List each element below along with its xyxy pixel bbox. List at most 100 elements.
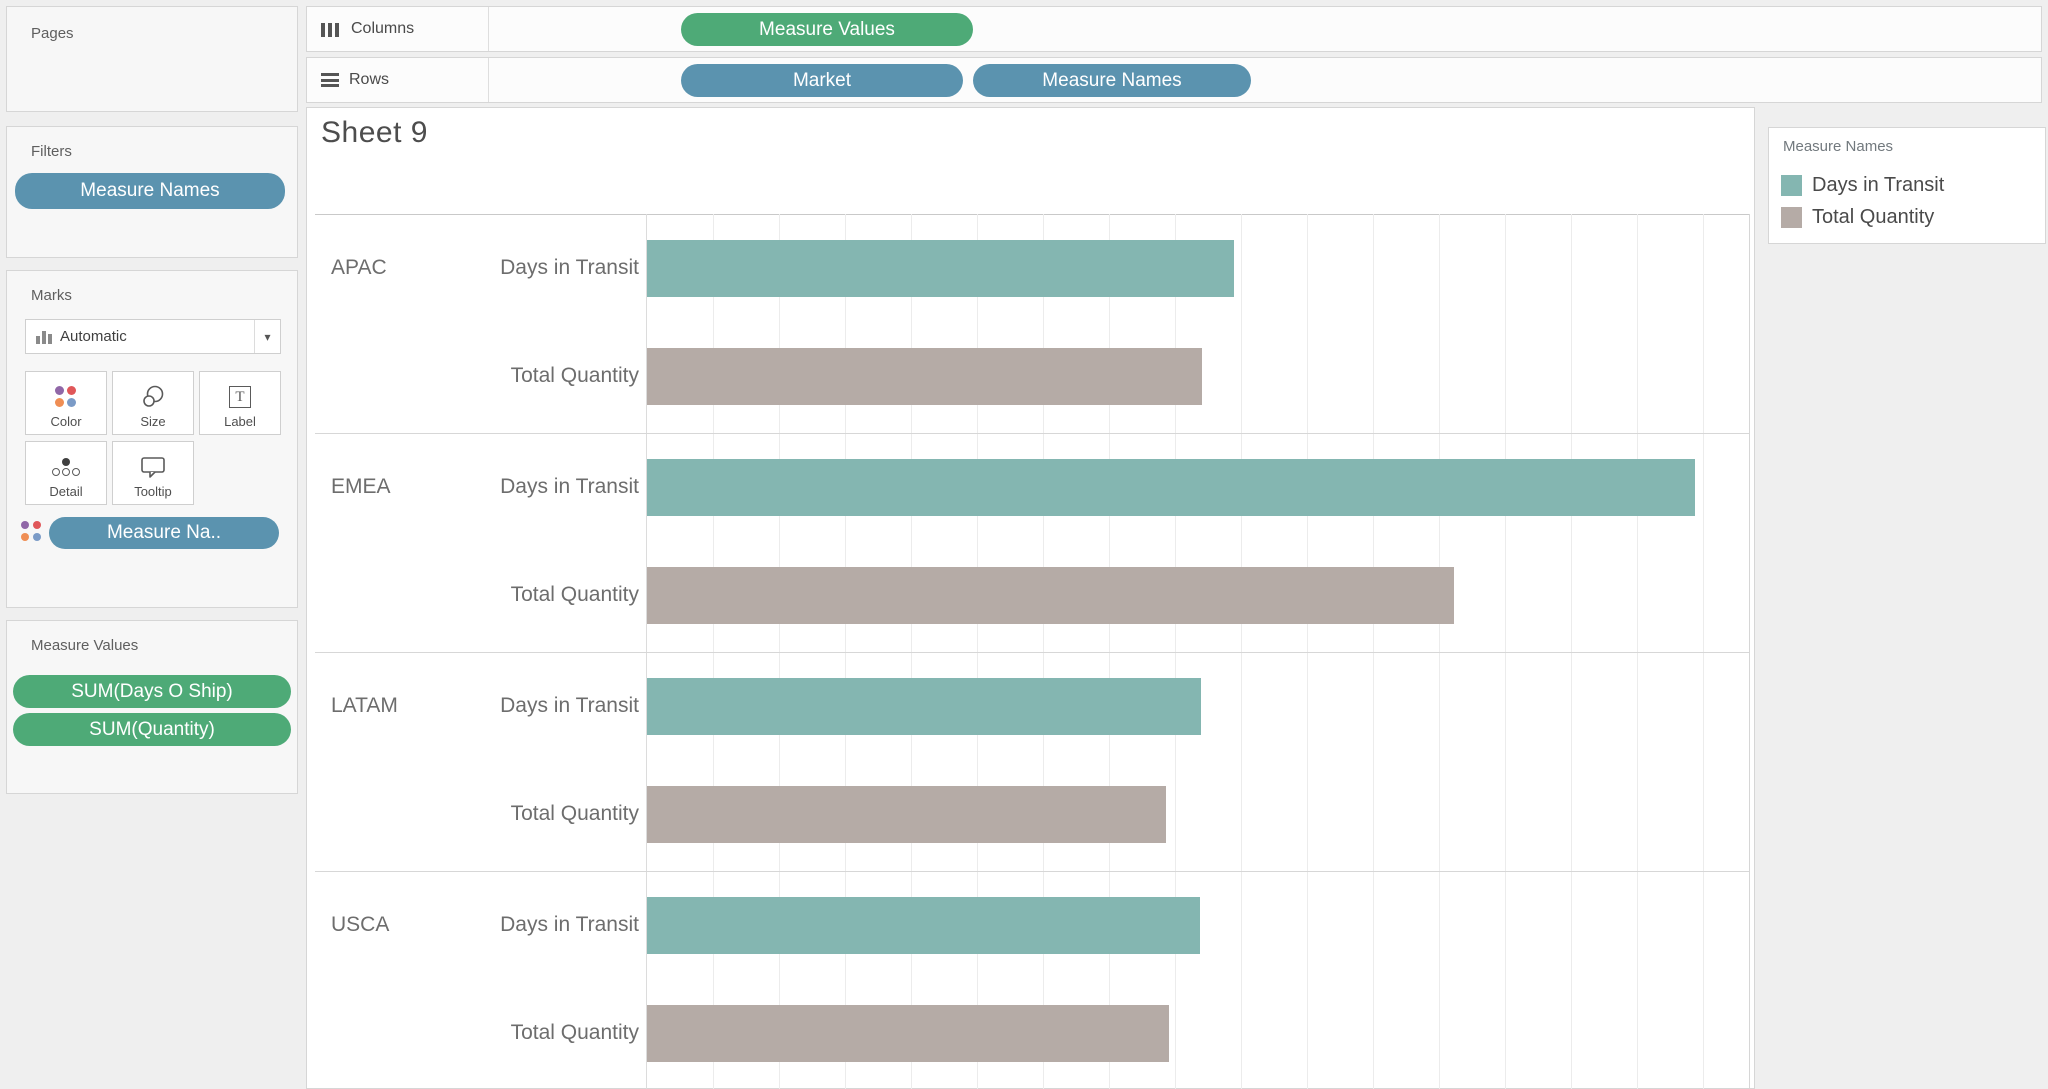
rows-pill-0[interactable]: Market — [681, 64, 963, 97]
sheet-title: Sheet 9 — [321, 116, 428, 149]
gridline — [845, 214, 846, 1089]
tooltip-button[interactable]: Tooltip — [112, 441, 194, 505]
columns-shelf-label: Columns — [351, 20, 415, 37]
bar-emea-days-in-transit[interactable] — [647, 459, 1695, 516]
tooltip-bubble-icon — [140, 453, 166, 481]
bar-latam-days-in-transit[interactable] — [647, 678, 1201, 735]
rows-pill-1-label: Measure Names — [1042, 69, 1182, 91]
measure-values-pill-0[interactable]: SUM(Days O Ship) — [13, 675, 291, 708]
marks-title: Marks — [31, 287, 72, 304]
gridline — [1043, 214, 1044, 1089]
marks-card: Marks Automatic ▾ Color Size T Label — [6, 270, 298, 608]
gridline — [779, 214, 780, 1089]
rows-pill-1[interactable]: Measure Names — [973, 64, 1251, 97]
size-button-label: Size — [140, 414, 166, 429]
color-button[interactable]: Color — [25, 371, 107, 435]
row-header-measure[interactable]: Total Quantity — [510, 583, 639, 606]
row-band-separator — [315, 652, 1749, 653]
label-button[interactable]: T Label — [199, 371, 281, 435]
legend-item-0[interactable]: Days in Transit — [1781, 172, 1944, 198]
gridline — [1241, 214, 1242, 1089]
marks-pill-measure-names[interactable]: Measure Na.. — [49, 517, 279, 549]
columns-pill-area[interactable]: Measure Values — [490, 7, 2041, 51]
columns-pill-0[interactable]: Measure Values — [681, 13, 973, 46]
label-t-icon: T — [229, 383, 251, 411]
rows-shelf[interactable]: Rows Market Measure Names — [306, 57, 2042, 103]
bar-chart-icon — [36, 330, 52, 344]
row-header-measure[interactable]: Days in Transit — [500, 256, 639, 279]
legend-swatch-icon — [1781, 206, 1802, 228]
row-header-market[interactable]: APAC — [331, 256, 387, 279]
color-button-label: Color — [50, 414, 82, 429]
pane-top-border — [315, 214, 1749, 215]
dropdown-caret-icon[interactable]: ▾ — [254, 320, 280, 353]
rows-shelf-label-area: Rows — [307, 58, 489, 102]
row-header-market[interactable]: EMEA — [331, 475, 391, 498]
columns-pill-0-label: Measure Values — [759, 18, 895, 40]
row-header-measure[interactable]: Days in Transit — [500, 913, 639, 936]
color-legend-card: Measure Names Days in Transit Total Quant… — [1768, 127, 2046, 244]
measure-values-shelf[interactable]: Measure Values SUM(Days O Ship) SUM(Quant… — [6, 620, 298, 794]
header-pane-divider — [646, 214, 647, 1089]
filters-pill-0[interactable]: Measure Names — [15, 173, 285, 209]
columns-shelf[interactable]: Columns Measure Values — [306, 6, 2042, 52]
tooltip-button-label: Tooltip — [134, 484, 172, 499]
detail-button[interactable]: Detail — [25, 441, 107, 505]
legend-swatch-icon — [1781, 174, 1802, 196]
row-header-measure[interactable]: Days in Transit — [500, 475, 639, 498]
marks-pill-label: Measure Na.. — [106, 522, 222, 543]
rows-shelf-label: Rows — [349, 71, 390, 88]
pages-title: Pages — [31, 25, 74, 42]
measure-values-pill-1-label: SUM(Quantity) — [89, 718, 215, 740]
rows-pill-0-label: Market — [792, 69, 852, 91]
row-band-separator — [315, 433, 1749, 434]
gridline — [1703, 214, 1704, 1089]
row-header-measure[interactable]: Days in Transit — [500, 694, 639, 717]
gridline — [1373, 214, 1374, 1089]
detail-button-label: Detail — [49, 484, 83, 499]
row-band-separator — [315, 871, 1749, 872]
bar-usca-days-in-transit[interactable] — [647, 897, 1200, 954]
row-header-measure[interactable]: Total Quantity — [510, 364, 639, 387]
gridline — [713, 214, 714, 1089]
row-header-measure[interactable]: Total Quantity — [510, 802, 639, 825]
row-header-measure[interactable]: Total Quantity — [510, 1021, 639, 1044]
bar-latam-total-quantity[interactable] — [647, 786, 1166, 843]
pane-right-border — [1749, 214, 1750, 1089]
size-button[interactable]: Size — [112, 371, 194, 435]
columns-icon — [321, 21, 341, 37]
legend-item-label: Total Quantity — [1812, 205, 1935, 228]
gridline — [1637, 214, 1638, 1089]
filters-shelf[interactable]: Filters Measure Names — [6, 126, 298, 258]
detail-dots-icon — [52, 453, 80, 481]
gridline — [1109, 214, 1110, 1089]
mark-type-dropdown[interactable]: Automatic ▾ — [25, 319, 281, 354]
color-dots-icon — [55, 383, 77, 411]
bar-apac-days-in-transit[interactable] — [647, 240, 1234, 297]
pages-shelf[interactable]: Pages — [6, 6, 298, 112]
rows-pill-area[interactable]: Market Measure Names — [490, 58, 2041, 102]
mark-type-value: Automatic — [60, 328, 127, 345]
bar-usca-total-quantity[interactable] — [647, 1005, 1169, 1062]
gridline — [911, 214, 912, 1089]
legend-item-1[interactable]: Total Quantity — [1781, 204, 1934, 230]
row-header-market[interactable]: USCA — [331, 913, 390, 936]
gridline — [977, 214, 978, 1089]
legend-item-label: Days in Transit — [1812, 173, 1945, 196]
rows-icon — [321, 72, 339, 88]
row-header-market[interactable]: LATAM — [331, 694, 398, 717]
size-circles-icon — [140, 383, 166, 411]
legend-title: Measure Names — [1783, 138, 1894, 155]
measure-values-pill-1[interactable]: SUM(Quantity) — [13, 713, 291, 746]
columns-shelf-label-area: Columns — [307, 7, 489, 51]
bar-emea-total-quantity[interactable] — [647, 567, 1454, 624]
worksheet-canvas: Sheet 9 APAC Days in Transit Total Quantit… — [306, 107, 1755, 1089]
label-button-label: Label — [224, 414, 256, 429]
measure-values-pill-0-label: SUM(Days O Ship) — [71, 680, 233, 702]
gridline — [1439, 214, 1440, 1089]
gridline — [1505, 214, 1506, 1089]
bar-apac-total-quantity[interactable] — [647, 348, 1202, 405]
filters-title: Filters — [31, 143, 72, 160]
gridline — [1571, 214, 1572, 1089]
